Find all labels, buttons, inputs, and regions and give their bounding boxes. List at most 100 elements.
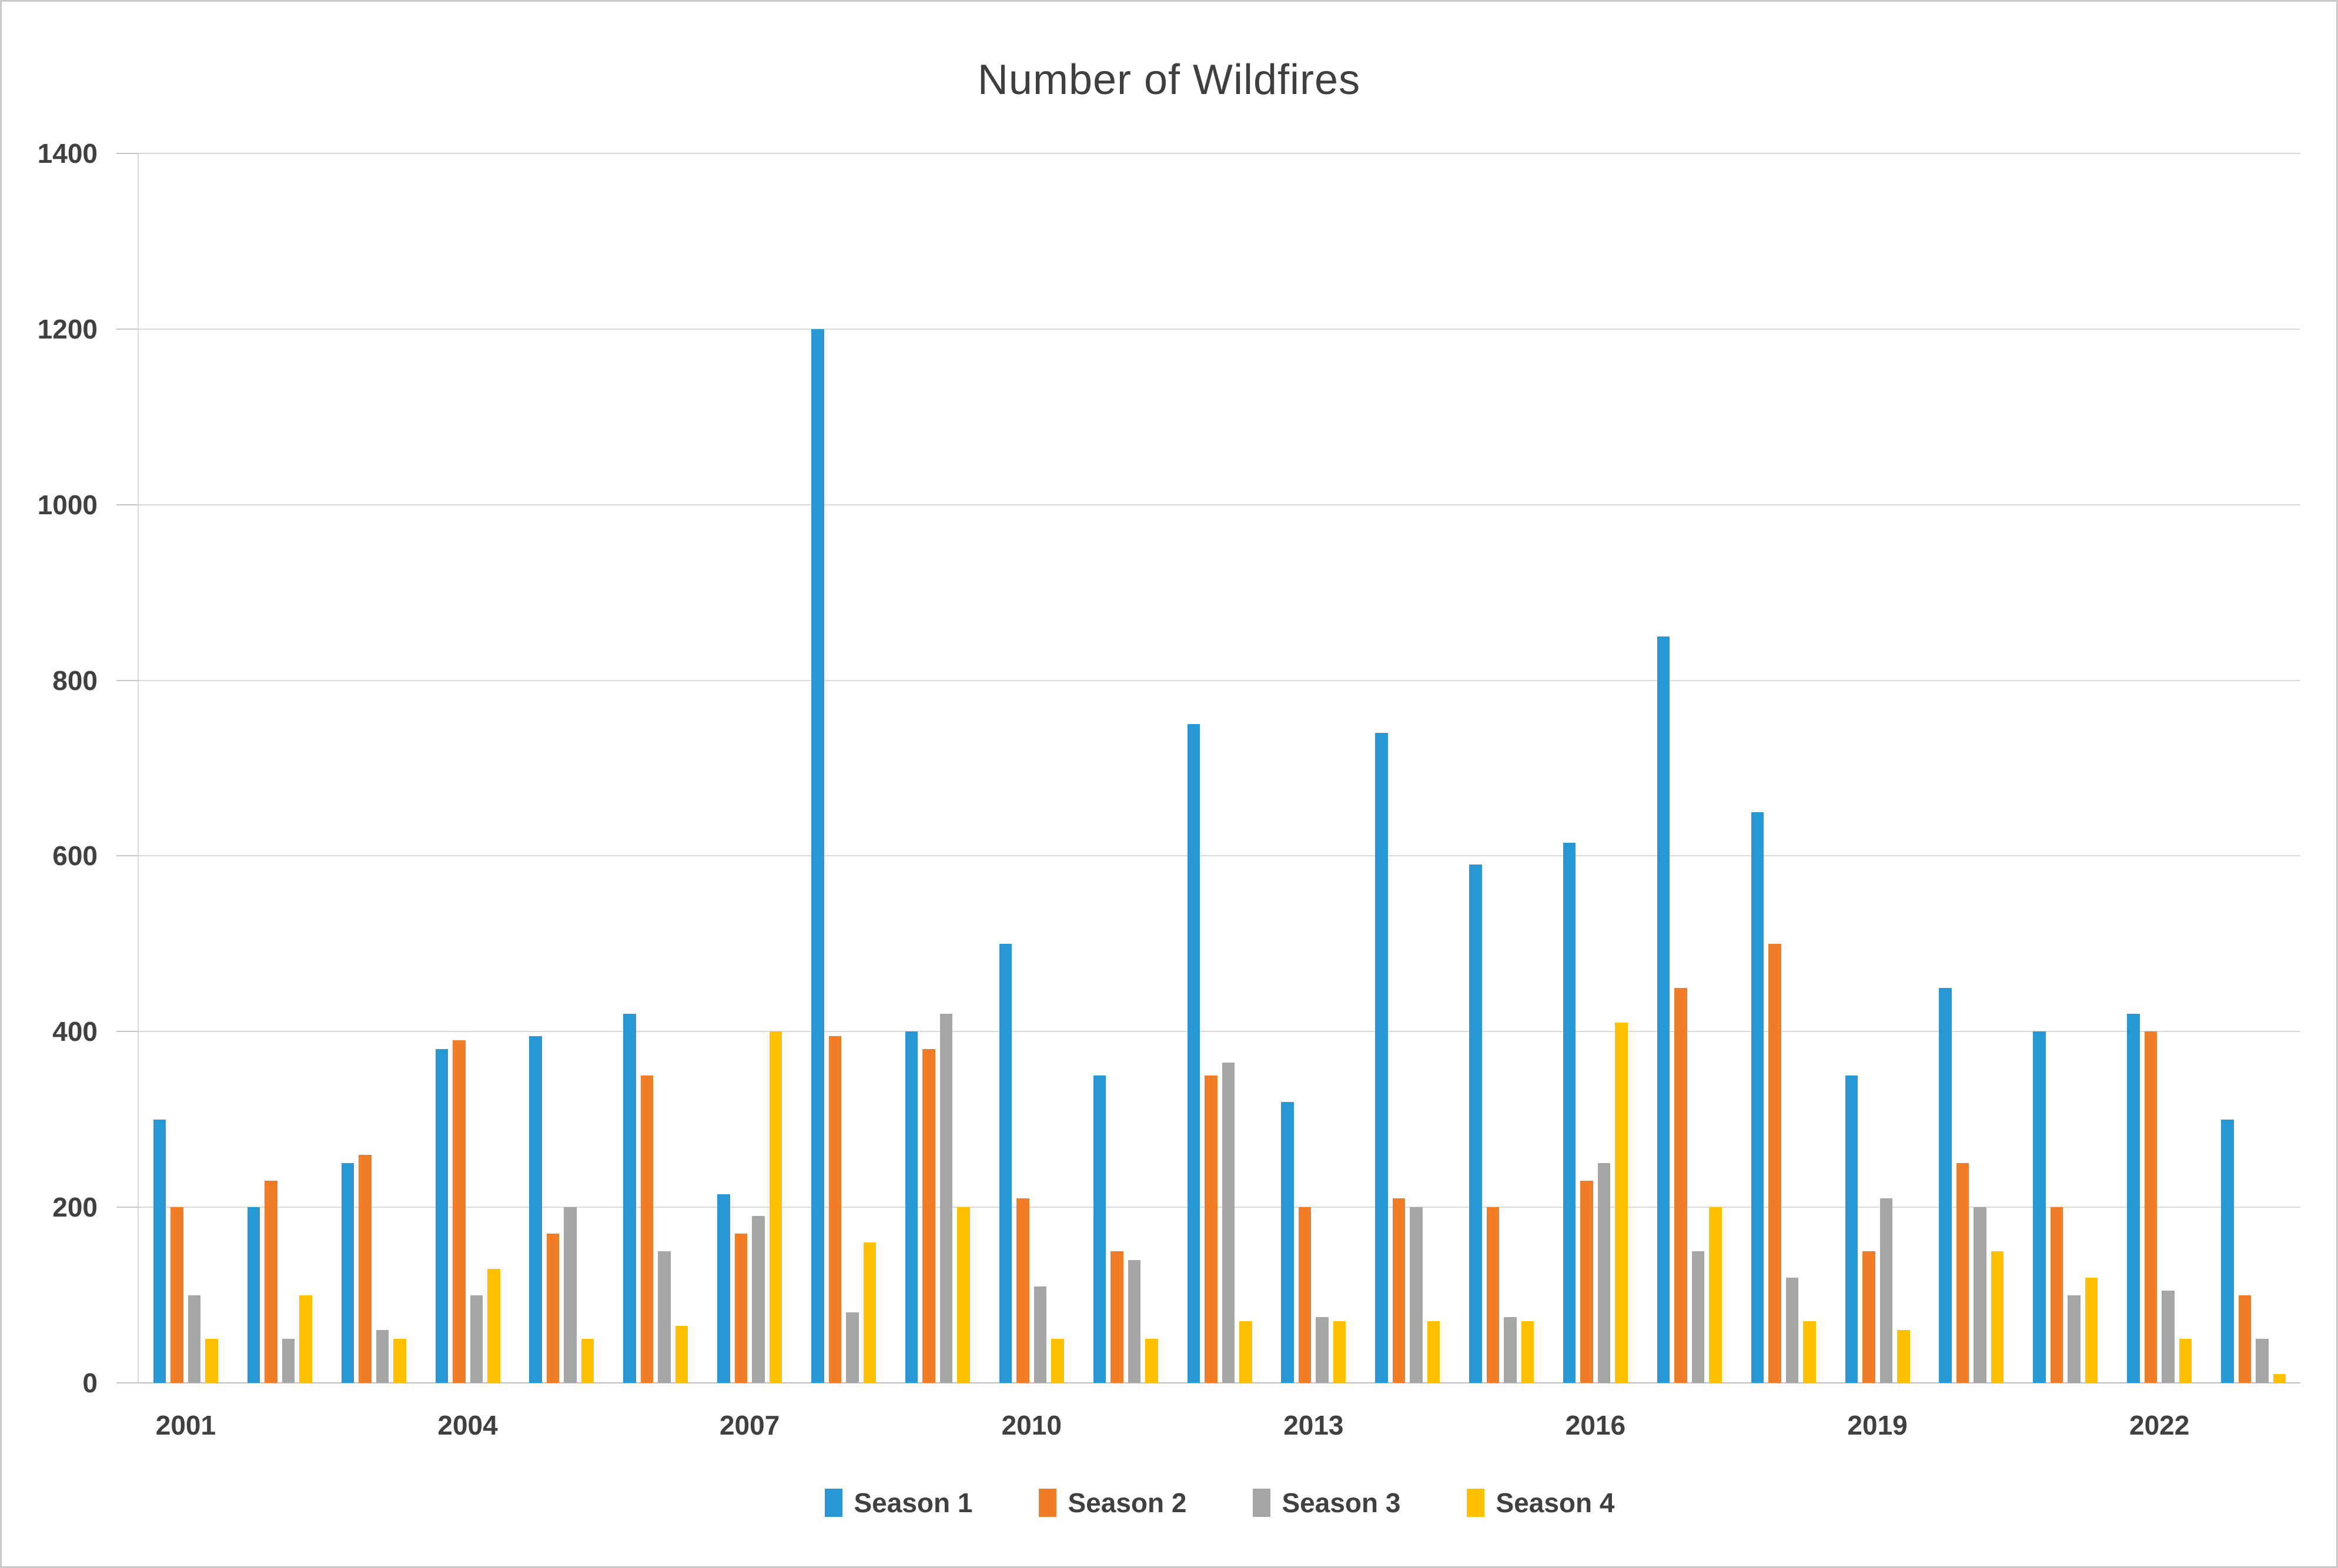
bar-2007-season-2[interactable] xyxy=(734,1233,748,1383)
bar-2019-season-1[interactable] xyxy=(1845,1076,1858,1383)
bar-2012-season-2[interactable] xyxy=(1205,1076,1218,1383)
bar-2001-season-3[interactable] xyxy=(188,1295,201,1383)
bar-2004-season-4[interactable] xyxy=(487,1268,500,1383)
bar-2011-season-4[interactable] xyxy=(1145,1339,1158,1383)
bar-2020-season-4[interactable] xyxy=(1991,1251,2004,1383)
bar-2020-season-1[interactable] xyxy=(1939,987,1952,1383)
bar-2006-season-1[interactable] xyxy=(623,1014,636,1383)
bar-2017-season-3[interactable] xyxy=(1691,1251,1705,1383)
bar-2020-season-3[interactable] xyxy=(1974,1207,1986,1383)
bar-2009-season-3[interactable] xyxy=(939,1014,953,1383)
bar-2008-season-1[interactable] xyxy=(811,329,824,1383)
bar-2002-season-3[interactable] xyxy=(282,1339,295,1383)
bar-2013-season-4[interactable] xyxy=(1333,1321,1346,1383)
bar-2017-season-2[interactable] xyxy=(1674,987,1687,1383)
bar-2012-season-3[interactable] xyxy=(1222,1062,1235,1383)
bar-2011-season-1[interactable] xyxy=(1093,1076,1106,1383)
bar-2020-season-2[interactable] xyxy=(1956,1163,1969,1383)
bar-2011-season-2[interactable] xyxy=(1111,1251,1123,1383)
bar-2008-season-2[interactable] xyxy=(828,1036,842,1383)
y-tick-200 xyxy=(116,1207,139,1208)
bar-2004-season-1[interactable] xyxy=(435,1049,449,1383)
bar-2014-season-4[interactable] xyxy=(1427,1321,1440,1383)
bar-2005-season-1[interactable] xyxy=(529,1036,542,1383)
bar-2010-season-2[interactable] xyxy=(1016,1198,1029,1383)
bar-2003-season-3[interactable] xyxy=(376,1330,389,1383)
bar-2023-season-1[interactable] xyxy=(2221,1119,2234,1383)
bar-2007-season-4[interactable] xyxy=(769,1031,782,1383)
bar-2013-season-2[interactable] xyxy=(1298,1207,1312,1383)
bar-2001-season-4[interactable] xyxy=(205,1339,218,1383)
bar-2021-season-1[interactable] xyxy=(2033,1031,2046,1383)
bar-2022-season-4[interactable] xyxy=(2179,1339,2192,1383)
bar-2019-season-4[interactable] xyxy=(1897,1330,1910,1383)
bar-2015-season-4[interactable] xyxy=(1521,1321,1534,1383)
bar-2019-season-3[interactable] xyxy=(1879,1198,1893,1383)
bar-2008-season-3[interactable] xyxy=(846,1312,859,1383)
bar-2022-season-2[interactable] xyxy=(2144,1031,2158,1383)
bar-2008-season-4[interactable] xyxy=(863,1242,877,1383)
bar-2006-season-2[interactable] xyxy=(640,1076,654,1383)
bar-2005-season-2[interactable] xyxy=(546,1233,560,1383)
bar-2016-season-4[interactable] xyxy=(1615,1023,1628,1383)
bar-2019-season-2[interactable] xyxy=(1862,1251,1875,1383)
bar-2021-season-3[interactable] xyxy=(2068,1295,2081,1383)
bar-2015-season-1[interactable] xyxy=(1469,865,1482,1383)
bar-2002-season-1[interactable] xyxy=(247,1207,260,1383)
bar-2018-season-3[interactable] xyxy=(1785,1277,1799,1383)
bar-2010-season-1[interactable] xyxy=(999,943,1012,1383)
bar-2018-season-1[interactable] xyxy=(1751,812,1764,1383)
bar-2023-season-3[interactable] xyxy=(2256,1339,2269,1383)
bar-2002-season-2[interactable] xyxy=(265,1181,277,1383)
bar-2005-season-3[interactable] xyxy=(564,1207,577,1383)
bar-2018-season-4[interactable] xyxy=(1803,1321,1816,1383)
bar-2001-season-2[interactable] xyxy=(170,1207,183,1383)
bar-2010-season-3[interactable] xyxy=(1033,1286,1047,1383)
bar-2016-season-3[interactable] xyxy=(1597,1163,1611,1383)
bar-2021-season-4[interactable] xyxy=(2085,1277,2098,1383)
bar-2014-season-3[interactable] xyxy=(1410,1207,1423,1383)
bar-2007-season-3[interactable] xyxy=(752,1216,765,1383)
bar-2015-season-3[interactable] xyxy=(1504,1316,1517,1383)
bar-2014-season-1[interactable] xyxy=(1375,733,1388,1383)
bar-2005-season-4[interactable] xyxy=(581,1339,594,1383)
bar-2006-season-3[interactable] xyxy=(658,1251,671,1383)
legend-item-season-2[interactable]: Season 2 xyxy=(1038,1487,1187,1518)
legend-swatch-icon xyxy=(1038,1489,1056,1517)
bar-2001-season-1[interactable] xyxy=(153,1119,166,1383)
bar-2013-season-1[interactable] xyxy=(1281,1101,1294,1383)
bar-2003-season-4[interactable] xyxy=(393,1339,406,1383)
bar-2009-season-1[interactable] xyxy=(905,1031,918,1383)
legend-item-season-1[interactable]: Season 1 xyxy=(824,1487,973,1518)
bar-2017-season-4[interactable] xyxy=(1709,1207,1722,1383)
bar-2009-season-2[interactable] xyxy=(922,1049,935,1383)
bar-2011-season-3[interactable] xyxy=(1128,1259,1141,1383)
bar-2021-season-2[interactable] xyxy=(2050,1207,2063,1383)
legend-item-season-4[interactable]: Season 4 xyxy=(1466,1487,1615,1518)
bar-2007-season-1[interactable] xyxy=(717,1194,730,1383)
bar-2016-season-2[interactable] xyxy=(1580,1181,1593,1383)
bar-2010-season-4[interactable] xyxy=(1051,1339,1064,1383)
bar-2002-season-4[interactable] xyxy=(299,1295,312,1383)
bar-2015-season-2[interactable] xyxy=(1486,1207,1500,1383)
bar-2006-season-4[interactable] xyxy=(675,1325,688,1383)
bar-2023-season-2[interactable] xyxy=(2238,1295,2252,1383)
bar-2003-season-2[interactable] xyxy=(359,1154,372,1383)
bar-2012-season-4[interactable] xyxy=(1239,1321,1252,1383)
bar-2016-season-1[interactable] xyxy=(1563,843,1576,1383)
bar-2018-season-2[interactable] xyxy=(1768,943,1781,1383)
bar-2003-season-1[interactable] xyxy=(341,1163,354,1383)
bar-2017-season-1[interactable] xyxy=(1657,636,1670,1383)
bar-2004-season-3[interactable] xyxy=(470,1295,483,1383)
bar-2022-season-1[interactable] xyxy=(2127,1014,2140,1383)
bar-2013-season-3[interactable] xyxy=(1316,1316,1329,1383)
bar-2023-season-4[interactable] xyxy=(2273,1374,2286,1383)
legend-item-season-3[interactable]: Season 3 xyxy=(1252,1487,1401,1518)
bar-2014-season-2[interactable] xyxy=(1392,1198,1406,1383)
bar-2012-season-1[interactable] xyxy=(1187,724,1200,1383)
bar-2009-season-4[interactable] xyxy=(957,1207,970,1383)
bar-2004-season-2[interactable] xyxy=(453,1040,466,1383)
bar-2022-season-3[interactable] xyxy=(2162,1291,2175,1383)
legend-label: Season 3 xyxy=(1282,1487,1401,1518)
y-tick-1200 xyxy=(116,328,139,330)
